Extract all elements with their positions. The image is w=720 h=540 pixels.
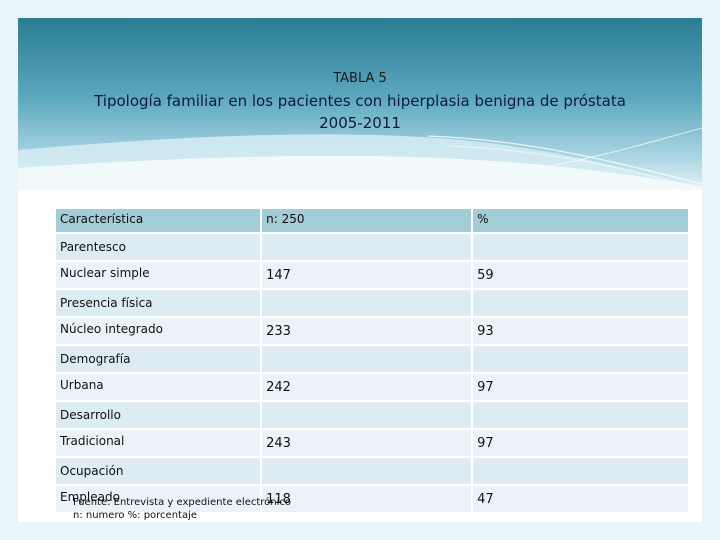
table-row: Empleado 118 47 bbox=[56, 486, 688, 512]
item-label: Empleado bbox=[56, 486, 261, 512]
category-label: Presencia física bbox=[56, 290, 261, 316]
family-typology-table: Característica n: 250 % Parentesco Nucle… bbox=[54, 207, 690, 514]
item-label: Núcleo integrado bbox=[56, 318, 261, 344]
title-line-2: 2005-2011 bbox=[319, 114, 401, 132]
table-header-row: Característica n: 250 % bbox=[56, 209, 688, 232]
category-row: Demografía bbox=[56, 346, 688, 372]
category-row: Presencia física bbox=[56, 290, 688, 316]
table-row: Núcleo integrado 233 93 bbox=[56, 318, 688, 344]
item-label: Urbana bbox=[56, 374, 261, 400]
category-label: Parentesco bbox=[56, 234, 261, 260]
footnote-source: Fuente: Entrevista y expediente electrón… bbox=[73, 497, 292, 508]
item-percent: 47 bbox=[473, 486, 688, 512]
item-label: Tradicional bbox=[56, 430, 261, 456]
empty-cell bbox=[262, 290, 472, 316]
category-label: Demografía bbox=[56, 346, 261, 372]
slide-title: Tipología familiar en los pacientes con … bbox=[18, 90, 702, 134]
empty-cell bbox=[262, 234, 472, 260]
empty-cell bbox=[262, 458, 472, 484]
item-label: Nuclear simple bbox=[56, 262, 261, 288]
category-label: Ocupación bbox=[56, 458, 261, 484]
table-row: Tradicional 243 97 bbox=[56, 430, 688, 456]
category-row: Ocupación bbox=[56, 458, 688, 484]
item-percent: 97 bbox=[473, 430, 688, 456]
footnote-abbreviations: n: numero %: porcentaje bbox=[73, 510, 198, 521]
table-row: Urbana 242 97 bbox=[56, 374, 688, 400]
title-banner bbox=[18, 18, 702, 190]
table-row: Nuclear simple 147 59 bbox=[56, 262, 688, 288]
item-percent: 97 bbox=[473, 374, 688, 400]
header-characteristic: Característica bbox=[56, 209, 261, 232]
item-count: 118 bbox=[262, 486, 472, 512]
empty-cell bbox=[473, 458, 688, 484]
table-footnote: Fuente: Entrevista y expediente electrón… bbox=[73, 496, 291, 522]
title-line-1: Tipología familiar en los pacientes con … bbox=[94, 92, 626, 110]
category-row: Desarrollo bbox=[56, 402, 688, 428]
header-n: n: 250 bbox=[262, 209, 472, 232]
empty-cell bbox=[473, 346, 688, 372]
empty-cell bbox=[473, 234, 688, 260]
item-count: 243 bbox=[262, 430, 472, 456]
item-percent: 59 bbox=[473, 262, 688, 288]
item-percent: 93 bbox=[473, 318, 688, 344]
item-count: 242 bbox=[262, 374, 472, 400]
category-row: Parentesco bbox=[56, 234, 688, 260]
table-number-label: TABLA 5 bbox=[333, 71, 387, 86]
empty-cell bbox=[473, 290, 688, 316]
header-percent: % bbox=[473, 209, 688, 232]
banner-background-graphic bbox=[18, 18, 702, 190]
item-count: 233 bbox=[262, 318, 472, 344]
item-count: 147 bbox=[262, 262, 472, 288]
empty-cell bbox=[262, 346, 472, 372]
empty-cell bbox=[473, 402, 688, 428]
empty-cell bbox=[262, 402, 472, 428]
category-label: Desarrollo bbox=[56, 402, 261, 428]
